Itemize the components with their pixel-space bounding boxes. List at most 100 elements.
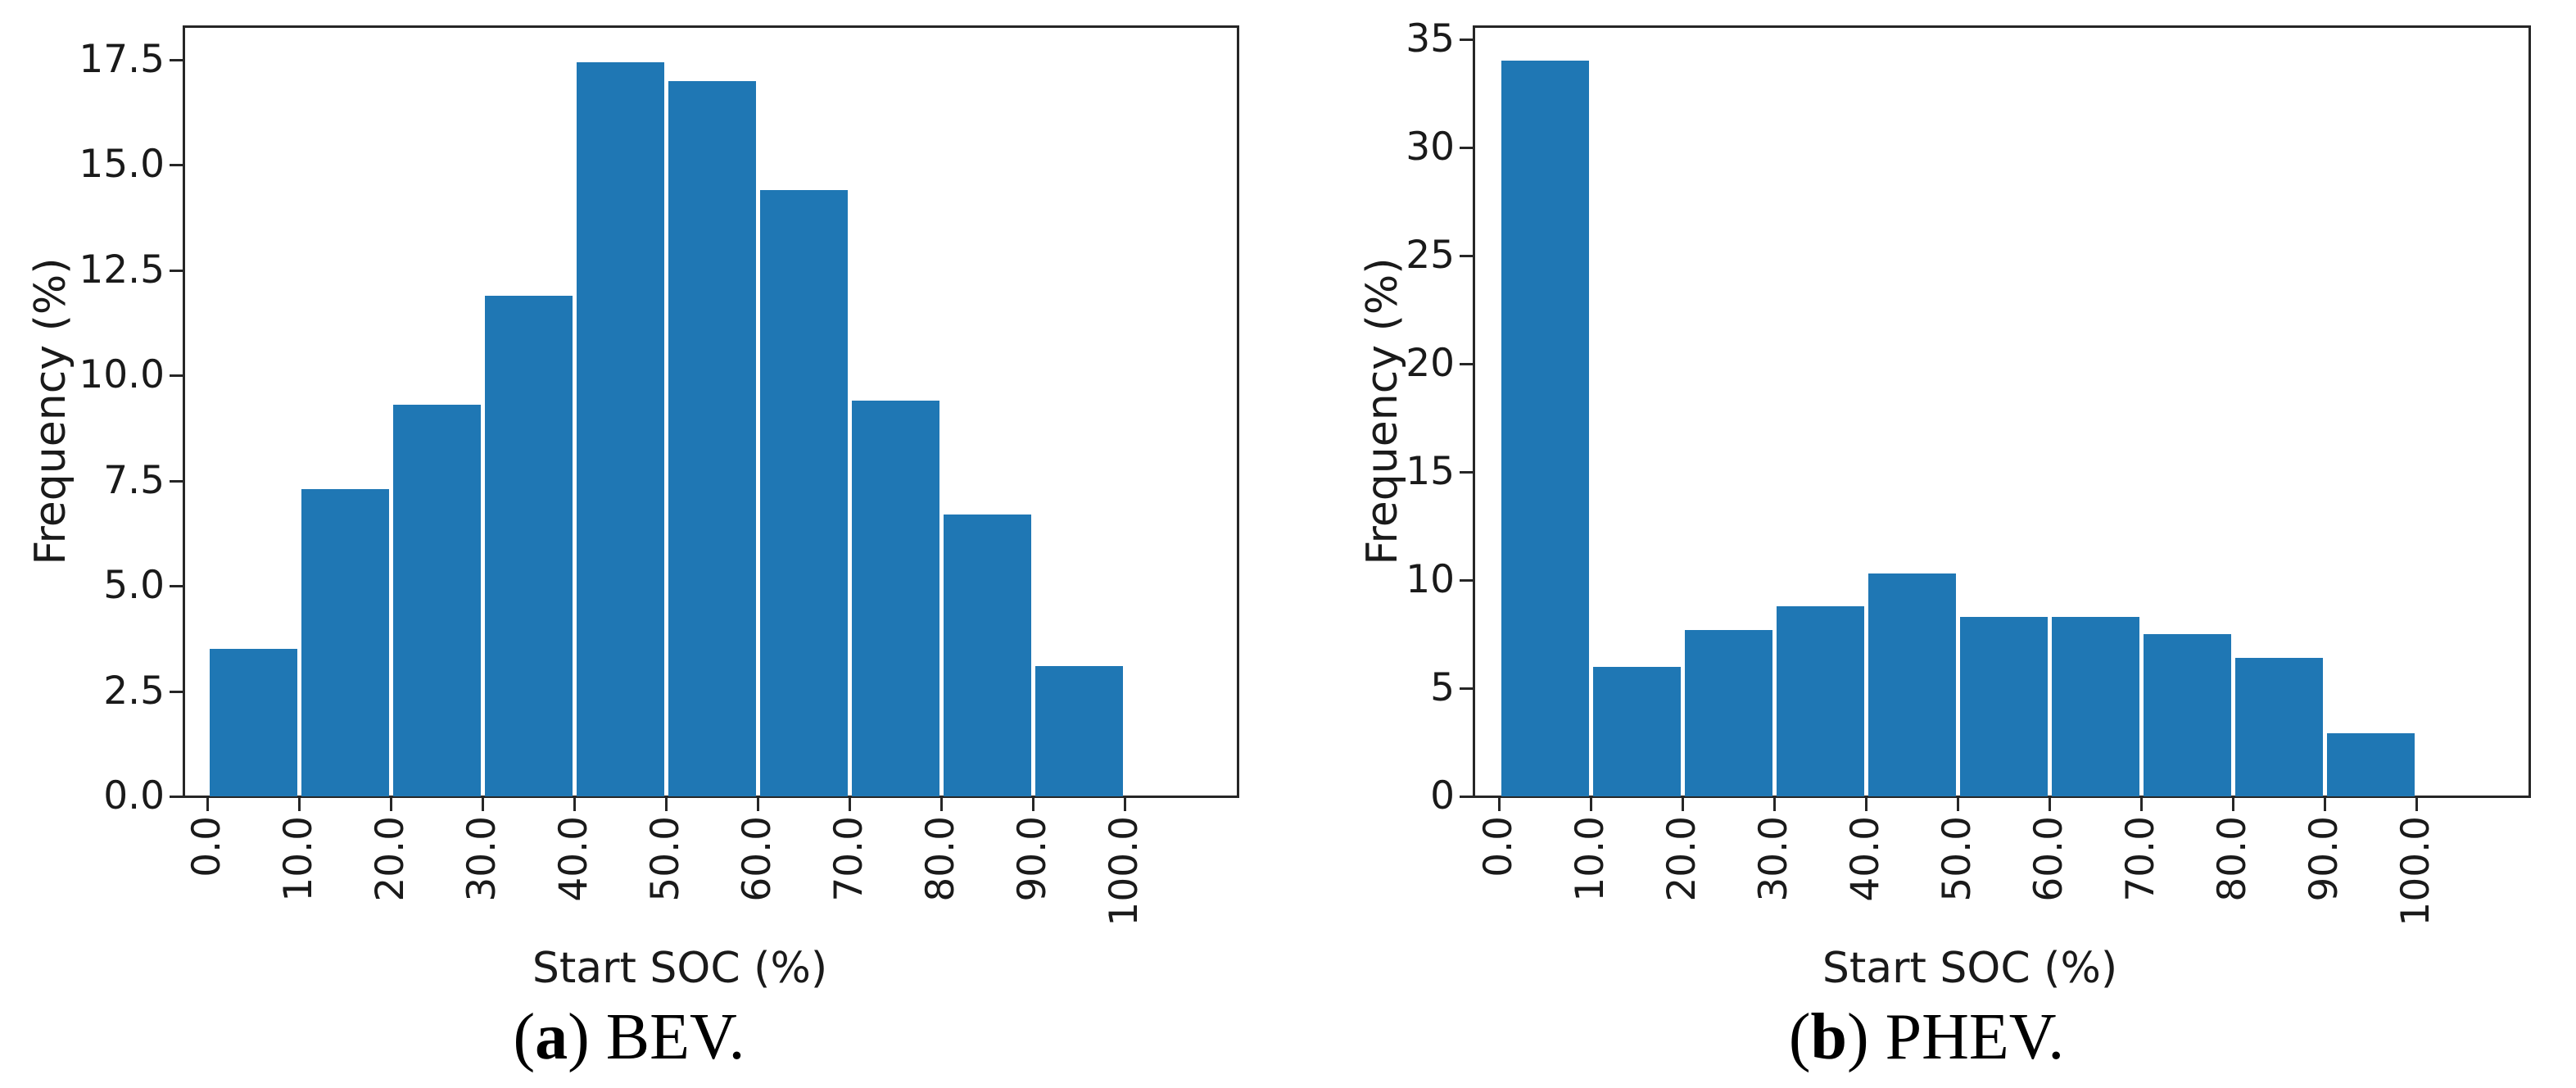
- caption-a: (a) BEV.: [220, 996, 1039, 1078]
- y-axis-label: Frequency (%): [26, 257, 75, 565]
- y-tick: [170, 480, 183, 483]
- y-tick-label: 0: [1430, 773, 1455, 818]
- x-tick-label: 30.0: [1751, 816, 1796, 902]
- x-tick-label: 40.0: [551, 816, 596, 902]
- caption-letter: a: [535, 1001, 568, 1073]
- caption-text: ) PHEV.: [1846, 1001, 2065, 1073]
- x-tick-label: 60.0: [735, 816, 780, 902]
- bar-50-60: [1959, 617, 2048, 796]
- x-tick-label: 90.0: [2302, 816, 2347, 902]
- y-tick: [170, 374, 183, 377]
- bar-90-100: [2326, 733, 2415, 796]
- y-tick-label: 7.5: [103, 458, 165, 503]
- x-tick: [2232, 798, 2234, 811]
- y-tick: [1460, 579, 1473, 582]
- y-tick-label: 10.0: [79, 352, 165, 397]
- bar-10-20: [1592, 667, 1681, 796]
- x-tick: [390, 798, 392, 811]
- y-tick: [170, 164, 183, 166]
- x-tick-label: 100.0: [2393, 816, 2438, 927]
- bar-40-50: [576, 62, 664, 796]
- y-tick-label: 35: [1406, 16, 1455, 61]
- caption-b: (b) PHEV.: [1517, 996, 2336, 1078]
- y-tick-label: 12.5: [79, 247, 165, 292]
- x-tick-label: 80.0: [918, 816, 963, 902]
- bar-20-30: [1684, 630, 1772, 796]
- y-tick-label: 5: [1430, 665, 1455, 710]
- y-tick: [1460, 39, 1473, 41]
- bar-80-90: [943, 515, 1031, 796]
- caption-letter: b: [1810, 1001, 1847, 1073]
- y-tick: [1460, 687, 1473, 690]
- bar-10-20: [301, 489, 389, 796]
- x-tick-label: 20.0: [1659, 816, 1705, 902]
- x-tick: [757, 798, 759, 811]
- bar-90-100: [1034, 666, 1123, 796]
- caption-paren-open: (: [513, 1001, 536, 1073]
- x-tick-label: 80.0: [2210, 816, 2255, 902]
- y-tick-label: 15: [1406, 449, 1455, 494]
- x-tick-label: 70.0: [826, 816, 871, 902]
- y-tick-label: 17.5: [79, 37, 165, 82]
- bar-60-70: [759, 190, 848, 796]
- y-tick: [1460, 471, 1473, 474]
- caption-text: ) BEV.: [568, 1001, 745, 1073]
- bar-50-60: [668, 81, 756, 796]
- x-tick: [1124, 798, 1126, 811]
- y-axis-label: Frequency (%): [1358, 257, 1407, 565]
- bar-60-70: [2051, 617, 2139, 796]
- x-tick: [1865, 798, 1867, 811]
- x-tick: [573, 798, 576, 811]
- x-tick: [1682, 798, 1684, 811]
- bar-0-10: [1501, 61, 1589, 796]
- y-tick: [170, 691, 183, 693]
- x-tick-label: 90.0: [1010, 816, 1055, 902]
- y-tick-label: 5.0: [103, 563, 165, 608]
- bar-0-10: [209, 649, 297, 796]
- x-tick: [849, 798, 851, 811]
- x-tick-label: 10.0: [1568, 816, 1613, 902]
- bar-20-30: [392, 405, 481, 796]
- bar-70-80: [851, 401, 939, 796]
- caption-paren-open: (: [1788, 1001, 1811, 1073]
- x-axis-label: Start SOC (%): [532, 944, 828, 993]
- x-tick: [1032, 798, 1034, 811]
- x-tick-label: 60.0: [2026, 816, 2071, 902]
- bar-30-40: [1776, 606, 1864, 796]
- y-tick: [170, 59, 183, 61]
- x-tick-label: 20.0: [368, 816, 413, 902]
- x-tick: [1590, 798, 1592, 811]
- y-tick: [1460, 147, 1473, 149]
- x-tick: [206, 798, 209, 811]
- y-tick-label: 0.0: [103, 773, 165, 818]
- x-tick-label: 30.0: [460, 816, 505, 902]
- x-tick-label: 10.0: [276, 816, 321, 902]
- x-axis-label: Start SOC (%): [1822, 944, 2118, 993]
- y-tick-label: 10: [1406, 557, 1455, 602]
- bar-70-80: [2143, 634, 2231, 796]
- y-tick: [170, 585, 183, 587]
- bar-30-40: [484, 296, 573, 796]
- y-tick: [1460, 796, 1473, 798]
- x-tick-label: 0.0: [1476, 816, 1521, 877]
- y-tick-label: 15.0: [79, 142, 165, 187]
- y-tick: [170, 270, 183, 272]
- y-tick: [1460, 363, 1473, 365]
- x-tick: [2049, 798, 2051, 811]
- y-tick-label: 2.5: [103, 669, 165, 714]
- x-tick: [2140, 798, 2143, 811]
- x-tick-label: 0.0: [184, 816, 229, 877]
- x-tick: [1957, 798, 1959, 811]
- y-tick-label: 30: [1406, 125, 1455, 170]
- x-tick-label: 40.0: [1843, 816, 1888, 902]
- bar-40-50: [1867, 573, 1956, 796]
- x-tick-label: 100.0: [1102, 816, 1147, 927]
- x-tick: [482, 798, 484, 811]
- y-tick-label: 25: [1406, 233, 1455, 278]
- y-tick-label: 20: [1406, 341, 1455, 386]
- y-tick: [1460, 255, 1473, 257]
- x-tick: [298, 798, 301, 811]
- bar-80-90: [2234, 658, 2323, 796]
- x-tick: [2415, 798, 2418, 811]
- y-tick: [170, 796, 183, 798]
